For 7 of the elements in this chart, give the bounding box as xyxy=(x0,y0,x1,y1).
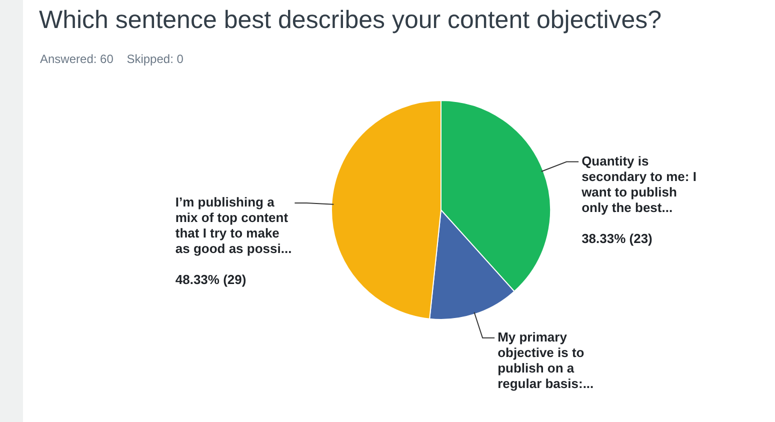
slice-label: I’m publishing a mix of top content that I try to make as good as possi... xyxy=(175,194,292,256)
slice-label: My primary objective is to publish on a regular basis:... xyxy=(498,329,594,391)
data-label: 38.33% (23) xyxy=(582,230,652,246)
chart-subtitle: Answered: 60 Skipped: 0 xyxy=(40,52,184,66)
data-label: 48.33% (29) xyxy=(175,272,246,288)
slice-label: Quantity is secondary to me: I want to publish only the best... xyxy=(580,153,696,215)
chart-title: Which sentence best describes your content objectives? xyxy=(39,6,662,35)
